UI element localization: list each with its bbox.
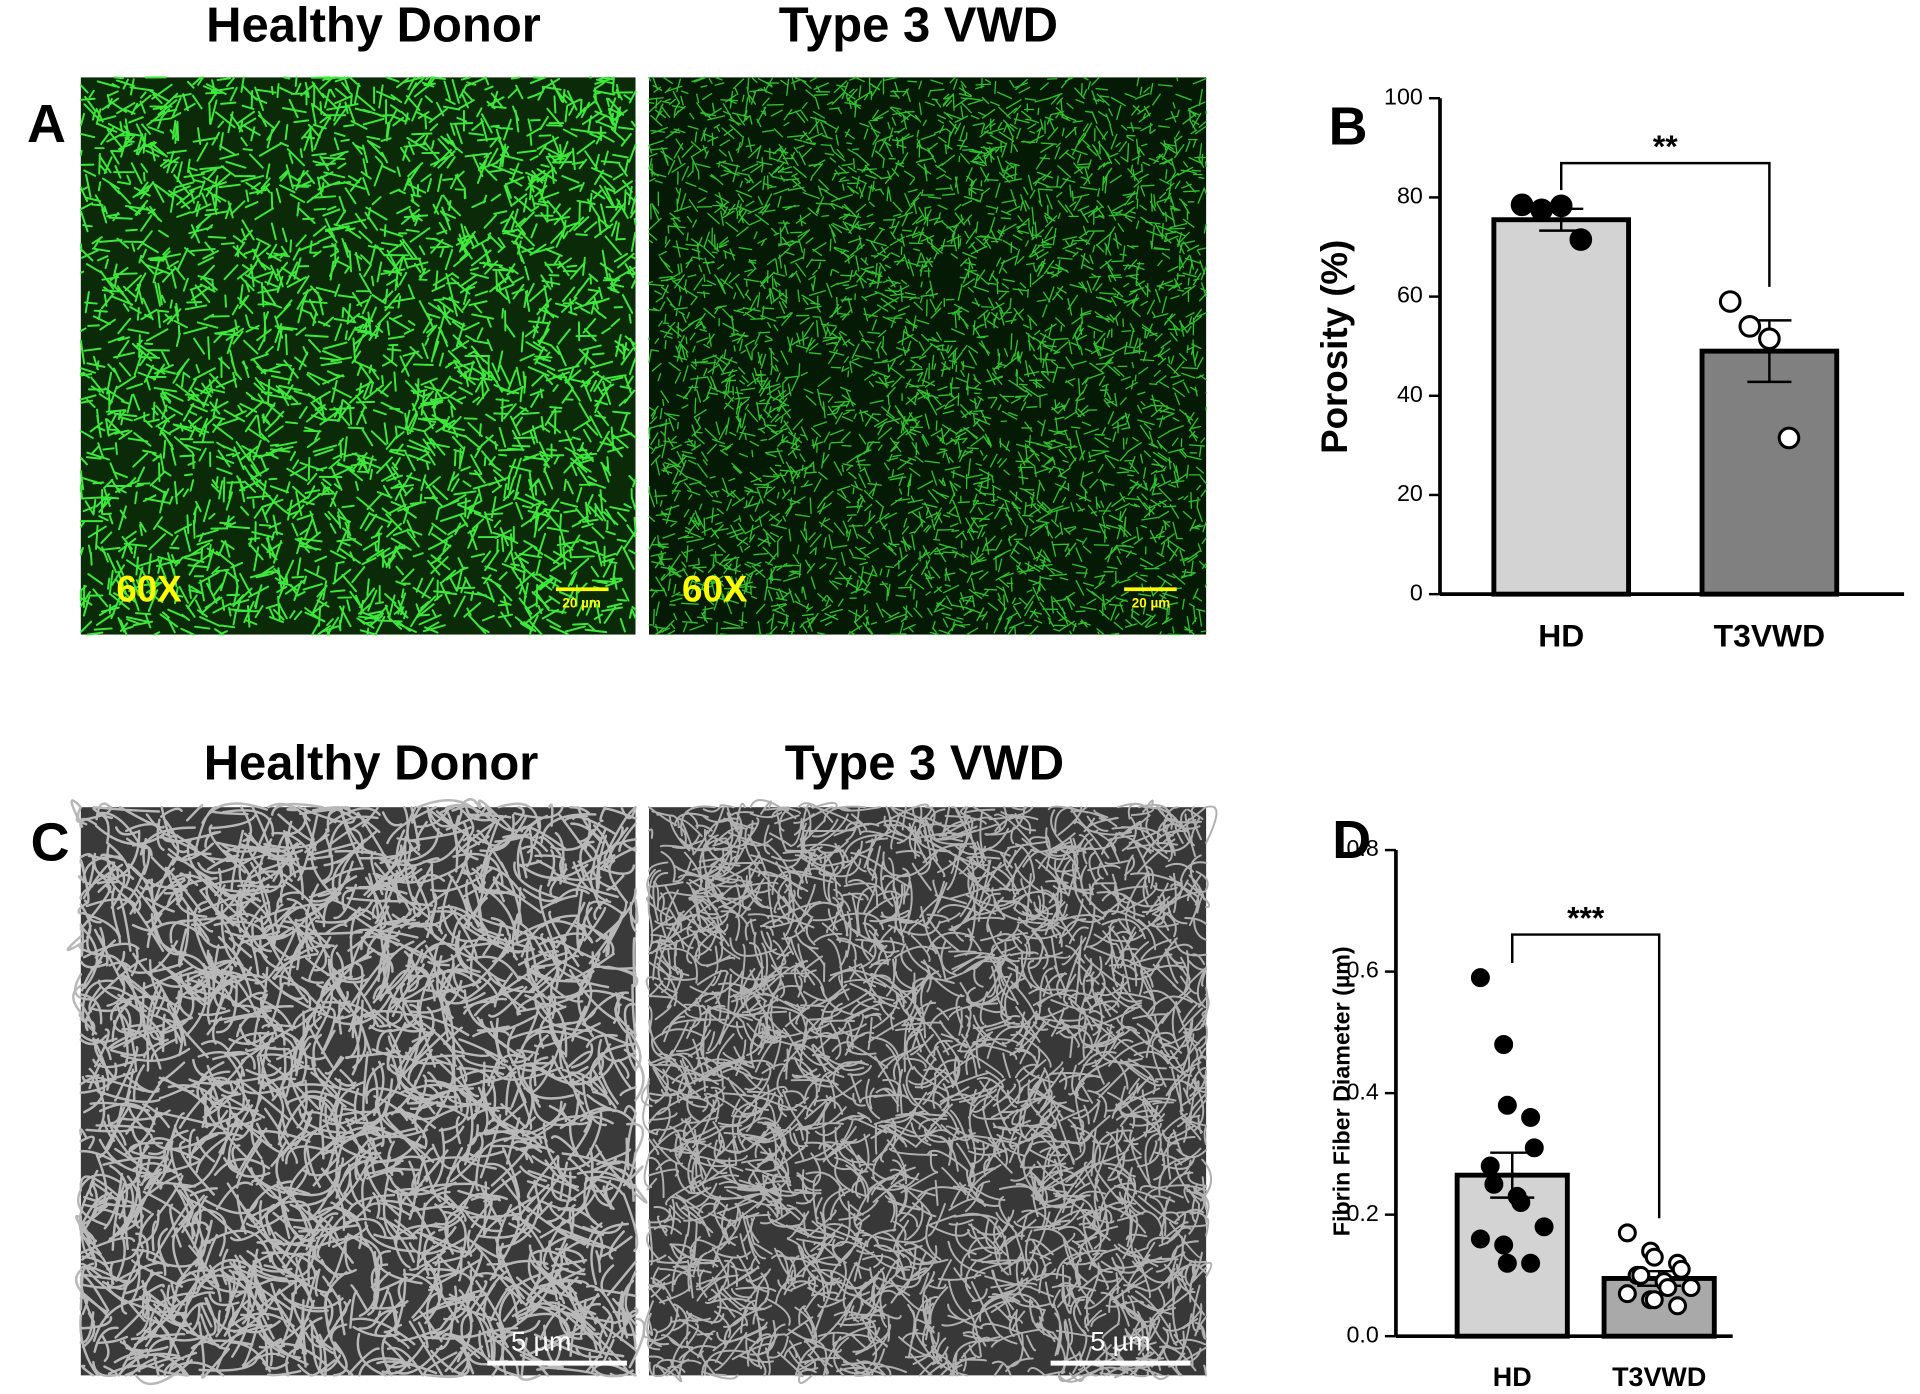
fiber-network (640, 799, 1218, 1384)
y-tick-label: 20 (1397, 480, 1423, 506)
image-title: Type 3 VWD (779, 0, 1058, 52)
data-point (1480, 1156, 1500, 1176)
data-point (1631, 1265, 1651, 1285)
x-tick-label: HD (1493, 1362, 1532, 1392)
y-tick-label: 0.6 (1346, 957, 1378, 983)
y-tick-label: 80 (1397, 183, 1423, 209)
significance-label: ** (1653, 128, 1678, 164)
image-title: Type 3 VWD (785, 737, 1064, 791)
significance-bracket (1560, 161, 1771, 287)
panel-label: B (1329, 96, 1368, 156)
image-overlays: 60X 60X 20 µm 20 µm 5 µm 5 µm (116, 568, 1191, 1366)
significance-bracket (1511, 933, 1661, 1219)
scale-bar-label: 5 µm (511, 1327, 571, 1357)
micrographs (66, 76, 1218, 1386)
data-point (1668, 1296, 1688, 1316)
scale-bar-label: 5 µm (1090, 1327, 1150, 1357)
data-point (1681, 1278, 1701, 1298)
data-point (1494, 1035, 1514, 1054)
panel-label: C (31, 813, 70, 873)
y-tick-label: 0.8 (1346, 835, 1378, 861)
magnification: 60X (682, 568, 748, 609)
image-title: Healthy Donor (204, 737, 539, 791)
magnification: 60X (116, 568, 182, 609)
y-axis-label: Fibrin Fiber Diameter (µm) (1328, 946, 1354, 1236)
y-tick-label: 0.4 (1346, 1078, 1378, 1104)
data-point (1470, 968, 1490, 988)
significance-label: *** (1567, 899, 1605, 935)
data-point (1644, 1247, 1664, 1267)
fiber-network (79, 76, 637, 636)
y-axis-label: Porosity (%) (1314, 240, 1355, 454)
y-tick-label: 60 (1397, 282, 1423, 308)
bar (1491, 217, 1632, 597)
data-point (1569, 228, 1593, 251)
y-tick-label: 40 (1397, 381, 1423, 407)
scale-bar-label: 20 µm (562, 596, 600, 611)
data-point (1671, 1259, 1691, 1279)
y-tick-label: 0.2 (1346, 1200, 1378, 1226)
data-point (1549, 194, 1573, 218)
data-point (1534, 1217, 1554, 1237)
fiber-network (648, 76, 1207, 636)
data-point (1617, 1284, 1637, 1304)
data-point (1644, 1290, 1664, 1310)
x-tick-label: T3VWD (1612, 1362, 1706, 1392)
x-tick-label: HD (1538, 618, 1584, 654)
y-tick-label: 0.0 (1346, 1321, 1378, 1347)
data-point (1718, 290, 1742, 313)
data-point (1497, 1095, 1517, 1115)
scale-bar-label: 20 µm (1132, 596, 1170, 611)
data-point (1524, 1138, 1544, 1158)
x-tick-label: T3VWD (1714, 618, 1825, 654)
data-point (1758, 327, 1781, 351)
y-tick-label: 100 (1384, 83, 1423, 109)
data-point (1521, 1253, 1541, 1273)
bar (1699, 348, 1840, 597)
data-point (1738, 315, 1762, 338)
data-point (1511, 1193, 1531, 1212)
panel-label: D (1332, 810, 1371, 870)
data-point (1497, 1253, 1517, 1273)
y-tick-label: 0 (1410, 579, 1423, 605)
data-point (1530, 198, 1553, 222)
data-point (1658, 1278, 1678, 1298)
data-point (1777, 426, 1801, 450)
data-point (1510, 193, 1534, 217)
image-title: Healthy Donor (206, 0, 541, 52)
data-point (1484, 1174, 1504, 1194)
data-point (1521, 1107, 1541, 1127)
data-point (1470, 1229, 1490, 1249)
data-point (1494, 1235, 1514, 1255)
data-point (1617, 1223, 1637, 1243)
panel-label: A (27, 94, 66, 154)
fiber-network (66, 798, 648, 1386)
